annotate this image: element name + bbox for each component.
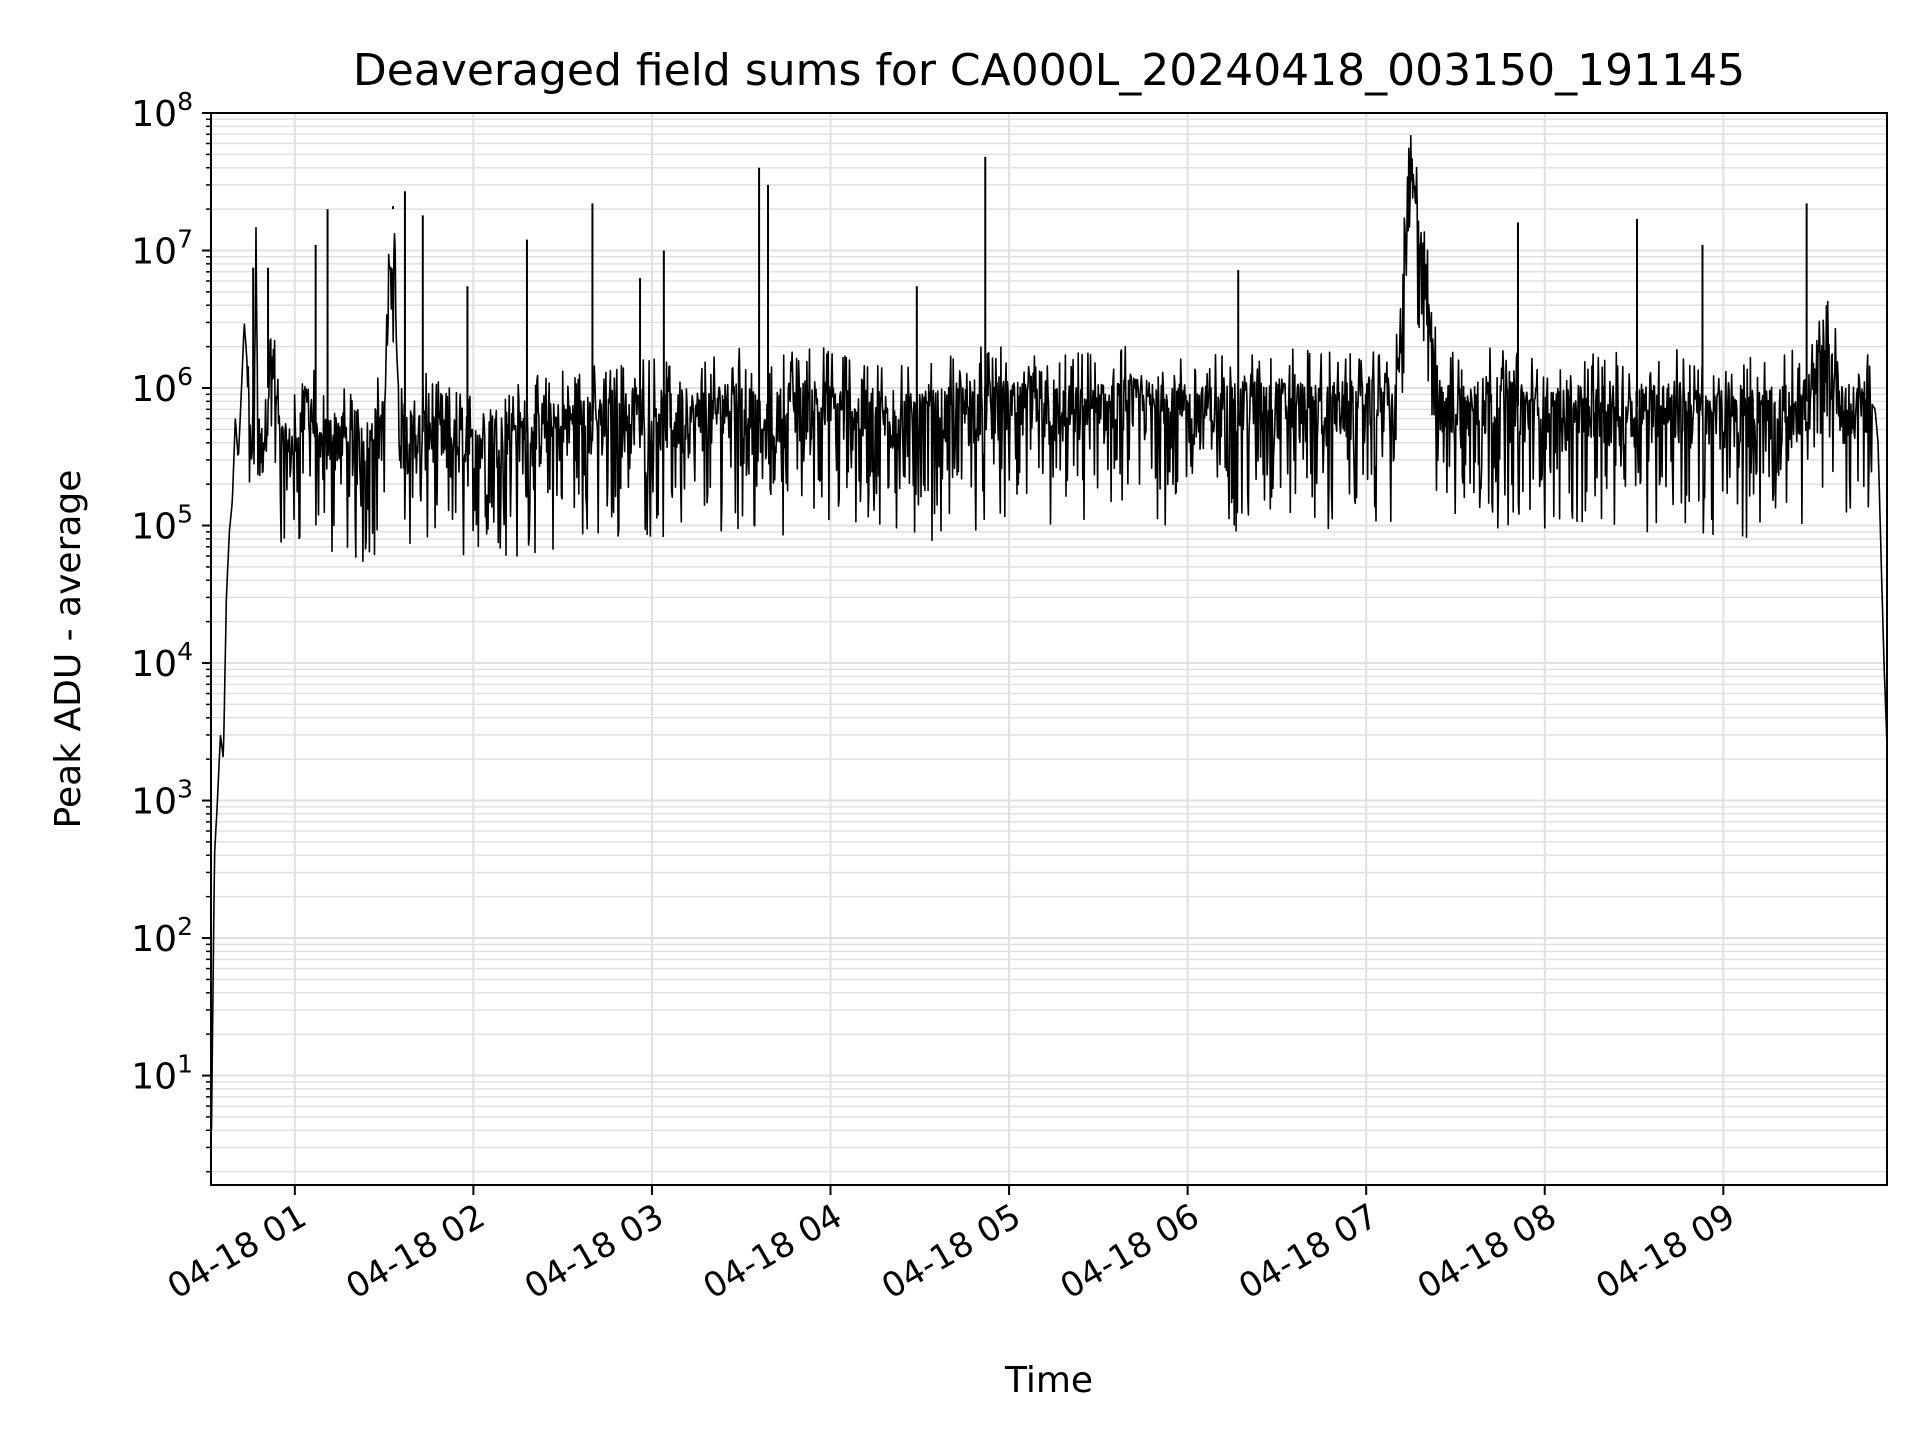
y-axis-label: Peak ADU - average: [48, 470, 89, 829]
plot-frame: [210, 112, 1888, 1186]
y-tick-label: 108: [131, 87, 193, 135]
y-tick-label: 103: [131, 775, 193, 823]
y-tick-label: 102: [131, 912, 193, 960]
y-tick-exponent: 3: [177, 775, 193, 804]
y-tick-base: 10: [131, 94, 177, 135]
y-tick-exponent: 8: [177, 87, 193, 116]
y-tick-exponent: 2: [177, 912, 193, 941]
y-tick-exponent: 5: [177, 500, 193, 529]
y-tick-label: 106: [131, 362, 193, 410]
y-tick-base: 10: [131, 644, 177, 685]
y-tick-base: 10: [131, 782, 177, 823]
y-tick-exponent: 4: [177, 637, 193, 666]
y-tick-label: 107: [131, 225, 193, 273]
series-line: [210, 134, 1888, 1131]
y-tick-label: 101: [131, 1050, 193, 1098]
y-tick-exponent: 1: [177, 1050, 193, 1079]
series-layer: [210, 134, 1888, 1131]
y-tick-label: 105: [131, 500, 193, 548]
y-tick-base: 10: [131, 369, 177, 410]
y-tick-label: 104: [131, 637, 193, 685]
chart-title: Deaveraged field sums for CA000L_2024041…: [353, 45, 1745, 96]
y-tick-base: 10: [131, 919, 177, 960]
x-axis-label: Time: [1004, 1360, 1093, 1401]
y-tick-base: 10: [131, 1057, 177, 1098]
y-tick-exponent: 6: [177, 362, 193, 391]
y-tick-base: 10: [131, 232, 177, 273]
y-tick-exponent: 7: [177, 225, 193, 254]
y-tick-base: 10: [131, 507, 177, 548]
